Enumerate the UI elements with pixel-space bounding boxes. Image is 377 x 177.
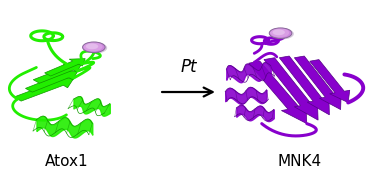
Text: Atox1: Atox1 [44,154,88,169]
Polygon shape [33,64,81,83]
Polygon shape [264,58,318,120]
Polygon shape [294,56,341,110]
Text: Pt: Pt [180,58,197,76]
Polygon shape [14,78,74,101]
Circle shape [83,42,103,51]
Circle shape [270,28,294,39]
Circle shape [86,44,98,49]
Circle shape [270,28,289,37]
Circle shape [84,42,107,53]
Circle shape [269,28,292,38]
Circle shape [83,42,105,53]
Polygon shape [310,60,350,102]
Polygon shape [44,59,85,76]
Polygon shape [26,71,78,92]
Polygon shape [279,56,329,115]
Polygon shape [249,61,307,124]
Circle shape [273,29,285,35]
Text: MNK4: MNK4 [277,154,321,169]
